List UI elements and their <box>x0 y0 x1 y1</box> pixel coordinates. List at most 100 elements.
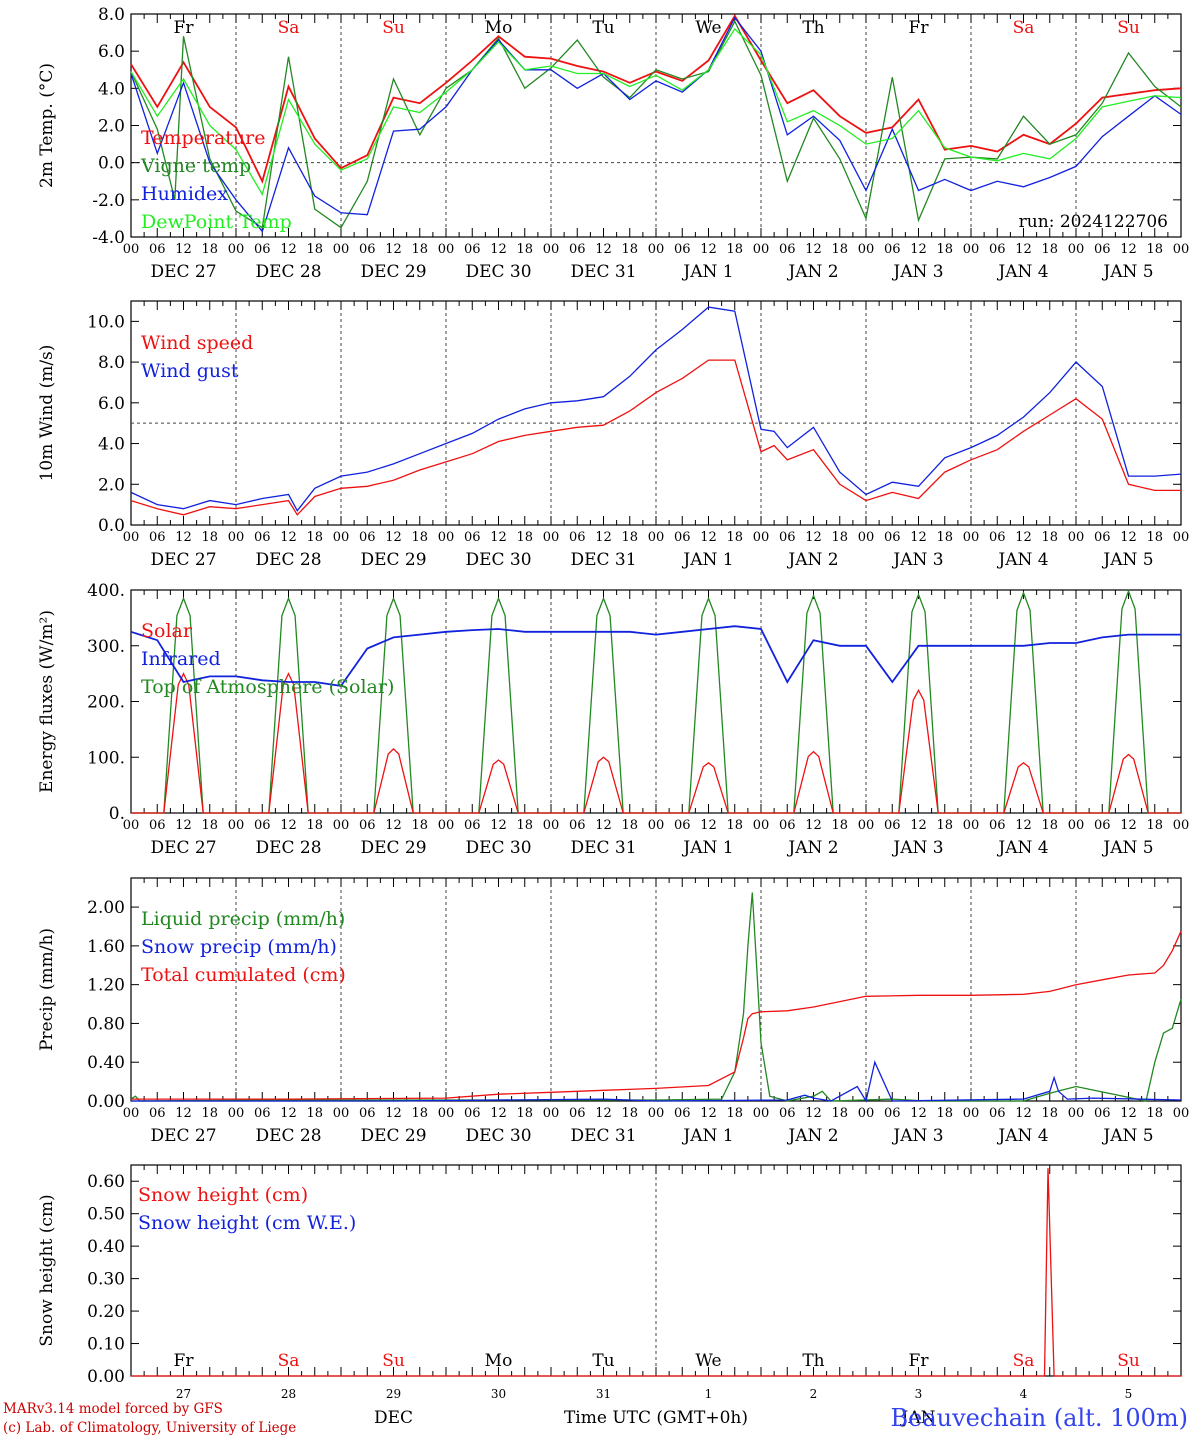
date-label: JAN 5 <box>1101 838 1153 858</box>
x-tick-label: 00 <box>333 242 350 257</box>
x-tick-label: 12 <box>280 1106 297 1121</box>
x-tick-label: 00 <box>438 818 455 833</box>
x-tick-label: 12 <box>805 1106 822 1121</box>
x-tick-label: 06 <box>149 818 166 833</box>
x-tick-label: 18 <box>831 818 848 833</box>
x-tick-label: 18 <box>936 1106 953 1121</box>
y-axis-label: Energy fluxes (W/m²) <box>37 610 57 793</box>
day-name: We <box>695 1351 721 1371</box>
month-label: JAN <box>900 1408 936 1428</box>
legend-item: Infrared <box>141 648 221 670</box>
x-tick-label: 06 <box>464 1106 481 1121</box>
x-tick-label: 18 <box>621 242 638 257</box>
x-tick-label: 18 <box>411 530 428 545</box>
plot-frame <box>130 589 1182 814</box>
y-tick-label: 8.0 <box>98 5 125 25</box>
y-tick-label: 2.0 <box>98 117 125 137</box>
x-tick-label: 06 <box>149 242 166 257</box>
date-label: JAN 3 <box>891 838 943 858</box>
x-tick-label: 18 <box>1041 530 1058 545</box>
date-label: JAN 1 <box>681 1126 733 1146</box>
day-name: Su <box>1117 1351 1140 1371</box>
x-tick-label: 12 <box>280 242 297 257</box>
x-tick-label: 06 <box>359 818 376 833</box>
x-tick-label: 06 <box>464 530 481 545</box>
x-tick-label: 18 <box>1146 1106 1163 1121</box>
x-tick-label: 00 <box>438 1106 455 1121</box>
panel-1: -4.0 -2.0 0.0 2.0 4.0 6.0 8.0 2m Temp. (°C) 00 06… <box>37 5 1189 282</box>
x-tick-label: 06 <box>884 242 901 257</box>
y-tick-label: -2.0 <box>92 191 125 211</box>
x-tick-label: 18 <box>516 530 533 545</box>
day-name: Su <box>1117 18 1140 38</box>
x-tick-label: 06 <box>1094 818 1111 833</box>
x-tick-label: 12 <box>910 1106 927 1121</box>
x-tick-label: 18 <box>201 242 218 257</box>
x-tick-label: 12 <box>385 242 402 257</box>
legend-item: DewPoint Temp <box>141 211 292 233</box>
x-tick-label: 12 <box>385 818 402 833</box>
x-tick-label: 00 <box>543 530 560 545</box>
x-tick-label: 12 <box>385 530 402 545</box>
x-tick-label: 12 <box>1120 242 1137 257</box>
x-tick-label: 12 <box>175 530 192 545</box>
x-tick-label: 12 <box>1015 530 1032 545</box>
x-tick-label: 00 <box>858 818 875 833</box>
y-tick-label: 10.0 <box>87 312 125 332</box>
y-tick-label: 8.0 <box>98 353 125 373</box>
y-tick-label: 1.60 <box>87 937 125 957</box>
day-number: 2 <box>810 1387 818 1401</box>
series-wind-gust <box>130 306 1182 512</box>
x-tick-label: 12 <box>910 530 927 545</box>
x-tick-label: 00 <box>963 530 980 545</box>
day-number: 1 <box>705 1387 713 1401</box>
x-tick-label: 00 <box>333 818 350 833</box>
date-label: DEC 28 <box>255 838 321 858</box>
x-tick-label: 18 <box>516 242 533 257</box>
date-label: JAN 5 <box>1101 262 1153 282</box>
legend-item: Wind gust <box>141 360 239 382</box>
x-tick-label: 06 <box>254 1106 271 1121</box>
x-tick-label: 06 <box>779 530 796 545</box>
day-name: Mo <box>485 1351 513 1371</box>
x-tick-label: 12 <box>490 242 507 257</box>
y-tick-label: 200. <box>87 693 125 713</box>
x-tick-label: 00 <box>438 242 455 257</box>
date-label: DEC 29 <box>360 262 426 282</box>
x-tick-label: 12 <box>280 818 297 833</box>
date-label: DEC 30 <box>465 262 531 282</box>
y-tick-label: 4.0 <box>98 79 125 99</box>
legend-item: Snow height (cm W.E.) <box>138 1212 356 1234</box>
day-number: 29 <box>386 1387 401 1401</box>
x-tick-label: 06 <box>779 1106 796 1121</box>
y-axis-label: 2m Temp. (°C) <box>37 63 57 188</box>
y-tick-label: 0.40 <box>87 1053 125 1073</box>
date-label: DEC 28 <box>255 1126 321 1146</box>
date-label: JAN 5 <box>1101 550 1153 570</box>
date-label: DEC 31 <box>570 838 636 858</box>
date-label: DEC 27 <box>150 1126 216 1146</box>
date-label: JAN 2 <box>786 262 838 282</box>
date-label: DEC 28 <box>255 550 321 570</box>
x-tick-label: 00 <box>438 530 455 545</box>
x-tick-label: 18 <box>831 1106 848 1121</box>
x-tick-label: 00 <box>543 818 560 833</box>
x-tick-label: 06 <box>884 818 901 833</box>
day-name: Mo <box>485 18 513 38</box>
legend-item: Wind speed <box>141 332 253 354</box>
x-tick-label: 06 <box>1094 530 1111 545</box>
y-axis-label: Snow height (cm) <box>37 1194 57 1346</box>
x-tick-label: 18 <box>621 1106 638 1121</box>
x-tick-label: 18 <box>411 242 428 257</box>
day-name: Sa <box>278 1351 300 1371</box>
x-tick-label: 12 <box>1120 1106 1137 1121</box>
date-label: DEC 27 <box>150 262 216 282</box>
date-label: DEC 27 <box>150 550 216 570</box>
day-name: Su <box>382 18 405 38</box>
y-tick-label: 6.0 <box>98 394 125 414</box>
series-humidex <box>130 16 1182 233</box>
legend-item: Snow precip (mm/h) <box>141 936 337 958</box>
x-tick-label: 12 <box>595 818 612 833</box>
x-tick-label: 06 <box>674 1106 691 1121</box>
x-tick-label: 00 <box>753 818 770 833</box>
